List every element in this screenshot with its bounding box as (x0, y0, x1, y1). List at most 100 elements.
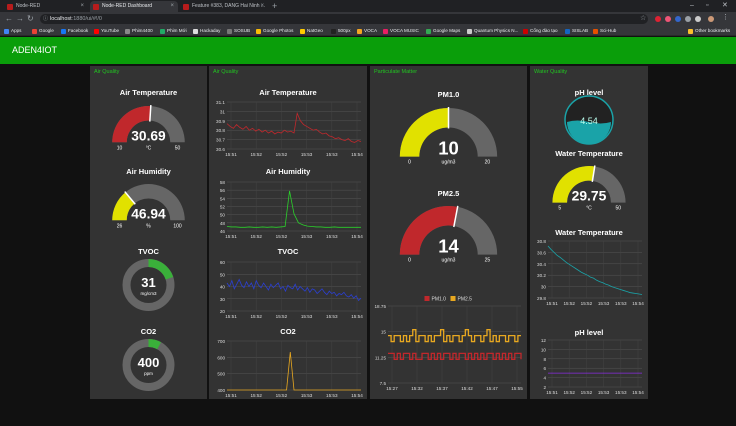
x-tick-label: 15:42 (461, 386, 473, 391)
close-icon[interactable]: × (80, 3, 84, 9)
bookmark-icon (523, 29, 528, 34)
bookmark-icon (467, 29, 472, 34)
gauge-needle (591, 165, 596, 183)
gauge-value: 29.75 (572, 188, 607, 204)
extension-icon[interactable] (675, 16, 681, 22)
y-tick-label: 30.6 (537, 250, 546, 255)
y-tick-label: 30.7 (216, 138, 225, 143)
y-tick-label: 700 (217, 339, 225, 344)
y-tick-label: 400 (217, 388, 225, 393)
bookmark-youtube[interactable]: YouTube (94, 26, 119, 36)
bookmark-sci-hub[interactable]: Sci-Hub (593, 26, 616, 36)
node-red-icon (7, 4, 13, 10)
y-tick-label: 30.8 (216, 128, 225, 133)
legend-swatch (424, 296, 430, 301)
y-tick-label: 30.4 (537, 262, 546, 267)
x-tick-label: 15:54 (351, 393, 363, 398)
extension-icon[interactable] (655, 16, 661, 22)
menu-icon[interactable]: ⋮ (722, 14, 729, 21)
group-title: Particulate Matter (374, 69, 418, 75)
group-particulate-matter: Particulate Matter PM1.0 10 ug/m3 0 20 PM2.… (370, 66, 527, 399)
y-tick-label: 500 (217, 372, 225, 377)
air-humidity-gauge: 46.94% 26 100 (112, 184, 185, 229)
bookmark-phim4400[interactable]: Phim4400 (125, 26, 153, 36)
dashboard-header: ADEN4IOT (0, 37, 736, 64)
bookmark-500px[interactable]: 500px (331, 26, 351, 36)
address-path: :1880/ui/#!/0 (71, 16, 102, 22)
reload-icon[interactable]: ↻ (27, 14, 34, 23)
x-tick-label: 15:52 (563, 390, 575, 395)
bookmark-sosub[interactable]: SOSUB (227, 26, 250, 36)
gauge-min: 0 (408, 160, 411, 166)
x-tick-label: 15:53 (326, 152, 338, 157)
bookmark-voca[interactable]: VOCA (357, 26, 377, 36)
extension-icon[interactable] (695, 16, 701, 22)
forward-icon[interactable]: → (16, 14, 24, 23)
gauge-max: 100 (173, 223, 182, 229)
series-line (547, 245, 643, 295)
minimize-button[interactable]: – (690, 2, 694, 9)
bookmark-sislab[interactable]: SISLAB (565, 26, 588, 36)
bookmark-cong-dao-tao[interactable]: Cổng đào tạo (523, 26, 558, 36)
group-air-quality-gauges: Air Quality Air Temperature 30.69 °C 10 50 … (90, 66, 207, 399)
x-tick-label: 15:54 (351, 314, 363, 319)
gauge-max: 20 (485, 160, 491, 166)
avatar[interactable] (708, 16, 714, 22)
gauge-needle (453, 205, 459, 228)
address-bar[interactable]: ⓘ localhost:1880/ui/#!/0 (40, 14, 648, 24)
bookmark-natgeo[interactable]: NatGeo (300, 26, 323, 36)
y-tick-label: 56 (220, 188, 226, 193)
x-tick-label: 15:53 (326, 393, 338, 398)
group-air-quality-charts: Air Quality Air Temperature 31.1 31 30.9 30… (209, 66, 367, 399)
close-icon[interactable]: × (170, 3, 174, 9)
back-icon[interactable]: ← (5, 14, 13, 23)
y-tick-label: 30.9 (216, 119, 225, 124)
bookmark-phim-moi[interactable]: Phim Mới (160, 26, 187, 36)
bookmark-facebook[interactable]: Facebook (61, 26, 88, 36)
x-tick-label: 15:51 (225, 152, 237, 157)
tab-feature[interactable]: Feature #383, DANG Hai Ninh ... × (180, 1, 268, 12)
extension-icon[interactable] (685, 16, 691, 22)
y-tick-label: 4 (543, 376, 546, 381)
y-tick-label: 11.25 (375, 355, 387, 360)
bookmark-google-maps[interactable]: Google Maps (426, 26, 460, 36)
x-tick-label: 15:52 (276, 234, 288, 239)
bookmark-hackaday[interactable]: Hackaday (193, 26, 220, 36)
gauge-min: 0 (408, 258, 411, 264)
new-tab-button[interactable]: + (272, 1, 278, 11)
bookmark-quantum-physics[interactable]: Quantum Physics N... (467, 26, 518, 36)
water-temperature-chart-title: Water Temperature (555, 228, 623, 237)
close-window-button[interactable]: ✕ (722, 2, 728, 9)
x-tick-label: 15:37 (436, 386, 448, 391)
star-icon[interactable]: ☆ (640, 15, 647, 22)
gauge-needle (149, 105, 152, 122)
gauge-min: 5 (558, 206, 561, 212)
dashboard-title: ADEN4IOT (12, 45, 58, 55)
bookmark-google[interactable]: Google (32, 26, 54, 36)
bookmark-google-photos[interactable]: Google Photos (256, 26, 293, 36)
maximize-button[interactable]: ▫ (706, 2, 709, 9)
air-temperature-chart-title: Air Temperature (259, 88, 317, 97)
donut-value: 400 (138, 355, 160, 370)
extension-icon[interactable] (665, 16, 671, 22)
bookmark-icon (227, 29, 232, 34)
bookmark-apps[interactable]: Apps (4, 26, 21, 36)
x-tick-label: 15:51 (225, 393, 237, 398)
pm25-title: PM2.5 (437, 189, 460, 198)
x-tick-label: 15:55 (511, 386, 523, 391)
bookmark-other[interactable]: Other bookmarks (688, 26, 730, 36)
tvoc-title: TVOC (138, 247, 159, 256)
close-icon[interactable]: × (260, 3, 264, 9)
ph-level-tank: 4.54 (564, 95, 614, 145)
y-tick-label: 48 (220, 221, 226, 226)
x-tick-label: 15:51 (225, 234, 237, 239)
x-tick-label: 15:53 (301, 152, 313, 157)
y-tick-label: 58 (220, 180, 226, 185)
tab-dashboard[interactable]: Node-RED Dashboard × (90, 1, 178, 12)
ph-level-title: pH level (574, 88, 604, 97)
tab-node-red[interactable]: Node-RED × (4, 1, 88, 12)
gauge-fill (112, 106, 151, 143)
bookmark-voca-music[interactable]: VOCA MUSIC (383, 26, 419, 36)
